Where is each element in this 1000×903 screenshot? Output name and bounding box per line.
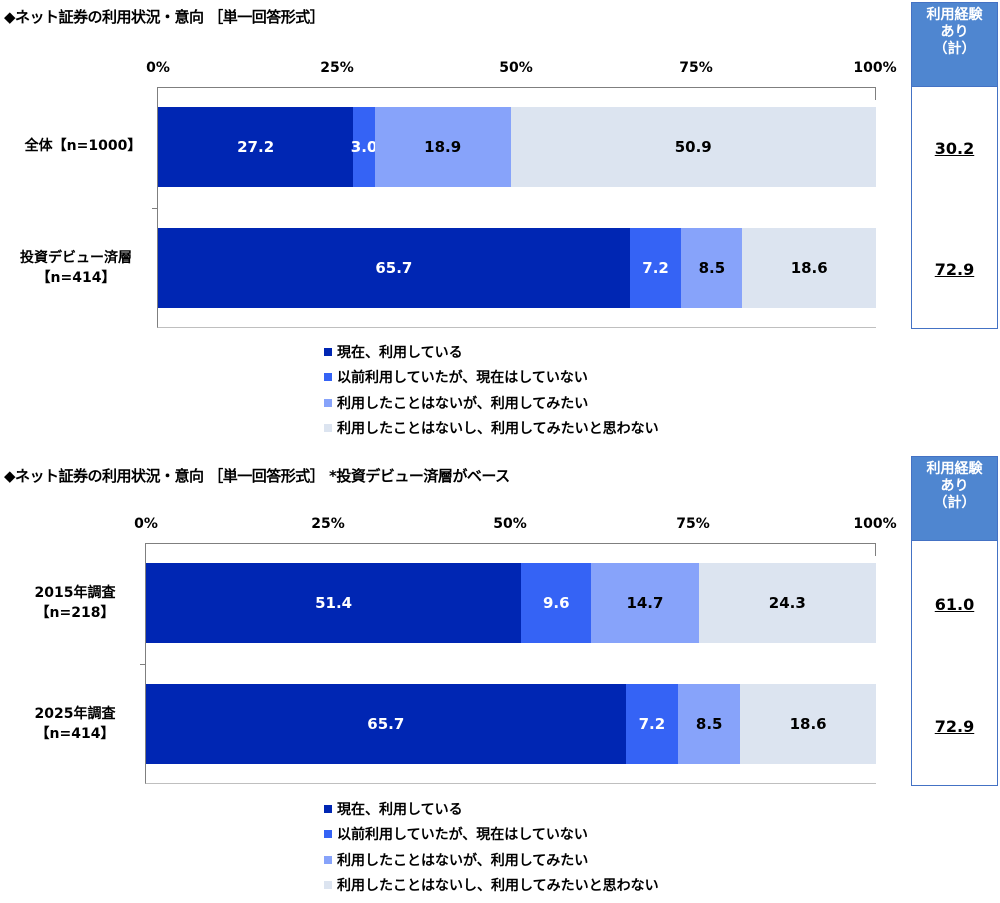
segment-used-before: 7.2	[625, 684, 679, 764]
tick-75: 75%	[676, 516, 710, 532]
side-header-line2: あり	[940, 478, 969, 494]
row-label-line2: 【n=218】	[35, 605, 115, 621]
legend-item-current-use: 現在、利用している	[324, 339, 659, 365]
legend-item-current-use: 現在、利用している	[324, 796, 659, 822]
chart-2-bar-2025: 65.7 7.2 8.5 18.6	[146, 684, 876, 764]
side-total-value: 61.0	[934, 595, 975, 614]
chart-2-bar-2015: 51.4 9.6 14.7 24.3	[146, 563, 876, 643]
tick-0: 0%	[134, 516, 158, 532]
legend-label: 利用したことはないが、利用してみたい	[337, 852, 589, 869]
segment-used-before: 7.2	[629, 228, 682, 308]
legend-label: 利用したことはないし、利用してみたいと思わない	[337, 421, 659, 438]
row-label-line2: 【n=414】	[36, 270, 116, 286]
segment-never-not-want: 50.9	[510, 107, 876, 187]
legend-item-never-not-want: 利用したことはないし、利用してみたいと思わない	[324, 416, 659, 442]
tick-100: 100%	[853, 516, 897, 532]
chart-2-row-label-2015: 2015年調査 【n=218】	[10, 583, 140, 623]
legend-label: 利用したことはないし、利用してみたいと思わない	[337, 878, 659, 895]
segment-current-use: 65.7	[158, 228, 630, 308]
legend-swatch-icon	[324, 830, 332, 839]
row-label-line1: 投資デビュー済層	[20, 250, 132, 266]
segment-never-but-want: 8.5	[681, 228, 743, 308]
side-total-value: 30.2	[934, 139, 975, 158]
legend-swatch-icon	[324, 347, 332, 356]
category-tick	[152, 208, 158, 209]
legend-swatch-icon	[324, 881, 332, 890]
legend-label: 現在、利用している	[337, 801, 463, 818]
chart-2-row-label-2025: 2025年調査 【n=414】	[10, 704, 140, 744]
legend-swatch-icon	[324, 373, 332, 382]
chart-1-plot-area: 27.2 3.0 18.9 50.9 65.7 7.2 8.5 18.6	[152, 87, 876, 328]
segment-current-use: 51.4	[146, 563, 522, 643]
plot-right-edge	[875, 544, 876, 556]
plot-right-edge	[875, 88, 876, 100]
segment-never-not-want: 24.3	[698, 563, 876, 643]
legend-item-never-not-want: 利用したことはないし、利用してみたいと思わない	[324, 873, 659, 899]
tick-100: 100%	[853, 60, 897, 76]
category-tick	[140, 664, 146, 665]
tick-25: 25%	[320, 60, 354, 76]
legend-swatch-icon	[324, 398, 332, 407]
row-label-line1: 2015年調査	[34, 585, 116, 601]
chart-1-row-label-all: 全体【n=1000】	[18, 136, 148, 156]
segment-used-before: 9.6	[521, 563, 592, 643]
side-panel-header: 利用経験 あり （計）	[912, 457, 997, 541]
row-label-line1: 2025年調査	[34, 706, 116, 722]
segment-never-but-want: 14.7	[591, 563, 699, 643]
legend-item-used-before: 以前利用していたが、現在はしていない	[324, 822, 659, 848]
legend-swatch-icon	[324, 424, 332, 433]
row-label-line2: 【n=414】	[35, 726, 115, 742]
chart-2-plot-area: 51.4 9.6 14.7 24.3 65.7 7.2 8.5 18.6	[140, 543, 876, 784]
side-header-line3: （計）	[933, 495, 976, 511]
chart-1-title: ◆ネット証券の利用状況・意向 ［単一回答形式］	[4, 8, 325, 26]
segment-current-use: 65.7	[146, 684, 626, 764]
segment-never-but-want: 8.5	[678, 684, 741, 764]
segment-used-before: 3.0	[351, 107, 377, 187]
legend-swatch-icon	[324, 855, 332, 864]
chart-2-side-panel: 利用経験 あり （計） 61.0 72.9	[911, 456, 998, 786]
tick-75: 75%	[679, 60, 713, 76]
chart-1-legend: 現在、利用している 以前利用していたが、現在はしていない 利用したことはないが、…	[324, 339, 659, 441]
chart-1-bar-all: 27.2 3.0 18.9 50.9	[158, 107, 876, 187]
legend-swatch-icon	[324, 804, 332, 813]
segment-never-not-want: 18.6	[742, 228, 876, 308]
chart-1-row-label-debut: 投資デビュー済層 【n=414】	[2, 248, 150, 288]
chart-2-legend: 現在、利用している 以前利用していたが、現在はしていない 利用したことはないが、…	[324, 796, 659, 898]
side-total-value: 72.9	[934, 260, 975, 279]
segment-never-but-want: 18.9	[374, 107, 511, 187]
chart-2-title: ◆ネット証券の利用状況・意向 ［単一回答形式］ *投資デビュー済層がベース	[4, 467, 510, 485]
side-header-line2: あり	[940, 24, 969, 40]
segment-never-not-want: 18.6	[740, 684, 876, 764]
legend-label: 以前利用していたが、現在はしていない	[337, 827, 588, 844]
tick-50: 50%	[493, 516, 527, 532]
tick-25: 25%	[311, 516, 345, 532]
row-label-line1: 全体【n=1000】	[24, 138, 142, 154]
chart-1-side-panel: 利用経験 あり （計） 30.2 72.9	[911, 2, 998, 329]
segment-current-use: 27.2	[158, 107, 354, 187]
chart-1-bar-debut: 65.7 7.2 8.5 18.6	[158, 228, 876, 308]
side-header-line1: 利用経験	[926, 7, 983, 23]
side-total-value: 72.9	[934, 717, 975, 736]
legend-label: 現在、利用している	[337, 344, 463, 361]
legend-item-used-before: 以前利用していたが、現在はしていない	[324, 365, 659, 391]
legend-item-never-but-want: 利用したことはないが、利用してみたい	[324, 390, 659, 416]
legend-label: 利用したことはないが、利用してみたい	[337, 395, 589, 412]
side-header-line1: 利用経験	[926, 461, 983, 477]
tick-50: 50%	[499, 60, 533, 76]
side-header-line3: （計）	[933, 41, 976, 57]
tick-0: 0%	[146, 60, 170, 76]
legend-label: 以前利用していたが、現在はしていない	[337, 370, 588, 387]
legend-item-never-but-want: 利用したことはないが、利用してみたい	[324, 847, 659, 873]
side-panel-header: 利用経験 あり （計）	[912, 3, 997, 87]
